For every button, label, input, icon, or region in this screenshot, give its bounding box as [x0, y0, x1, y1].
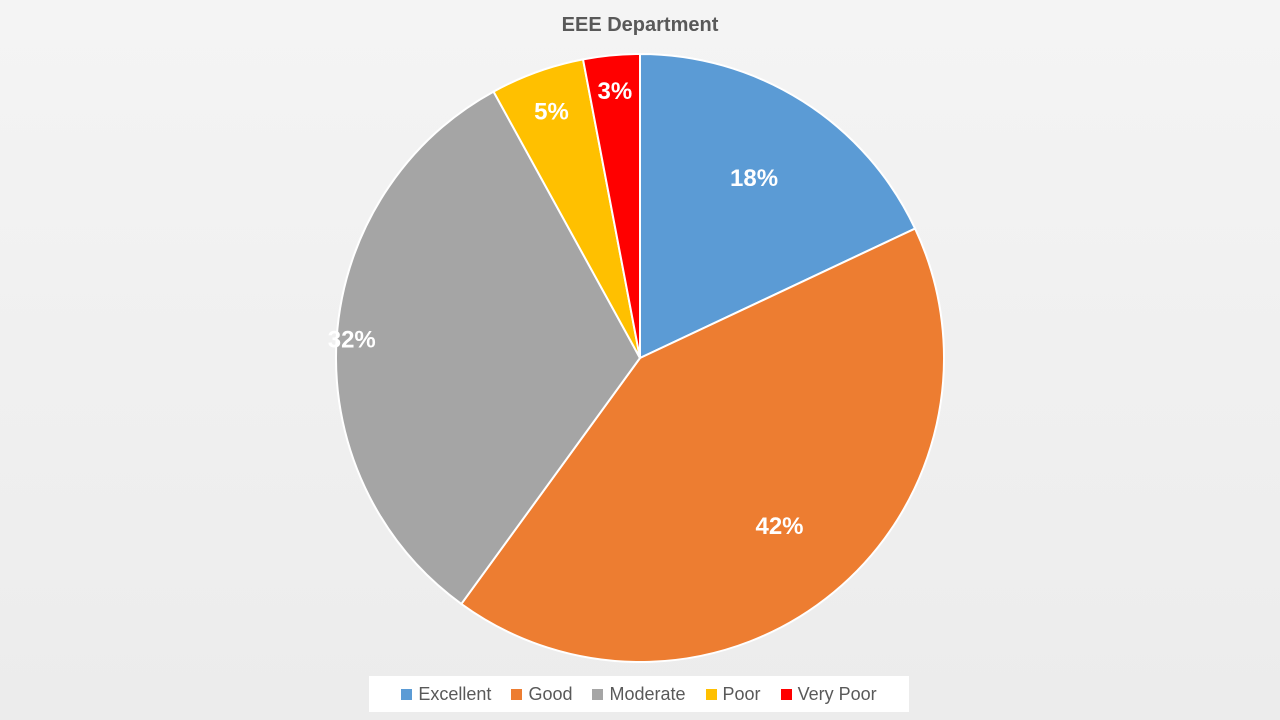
- legend-item-excellent: Excellent: [401, 684, 491, 705]
- legend: Excellent Good Moderate Poor Very Poor: [369, 676, 909, 712]
- legend-swatch: [401, 688, 413, 700]
- data-label-very-poor: 3%: [597, 78, 632, 105]
- pie-slice-good: [459, 227, 945, 663]
- pie-slice-moderate: [335, 90, 642, 606]
- legend-item-good: Good: [511, 684, 572, 705]
- data-label-good: 42%: [755, 513, 803, 540]
- pie-slice-very-poor: [581, 52, 641, 359]
- legend-item-poor: Poor: [705, 683, 761, 705]
- legend-swatch: [780, 688, 792, 700]
- legend-label: Poor: [722, 683, 761, 704]
- legend-label: Excellent: [418, 683, 492, 704]
- pie-slice-excellent: [639, 52, 917, 360]
- legend-swatch: [511, 688, 523, 700]
- legend-item-very-poor: Very Poor: [780, 683, 877, 705]
- chart-title: EEE Department: [561, 14, 719, 36]
- legend-item-moderate: Moderate: [592, 683, 686, 705]
- data-label-excellent: 18%: [730, 165, 778, 192]
- legend-label: Good: [528, 683, 573, 704]
- legend-label: Moderate: [609, 683, 686, 704]
- data-label-moderate: 32%: [328, 326, 376, 353]
- legend-label: Very Poor: [797, 683, 877, 704]
- data-label-poor: 5%: [534, 99, 569, 126]
- legend-swatch: [705, 688, 717, 700]
- legend-swatch: [592, 688, 604, 700]
